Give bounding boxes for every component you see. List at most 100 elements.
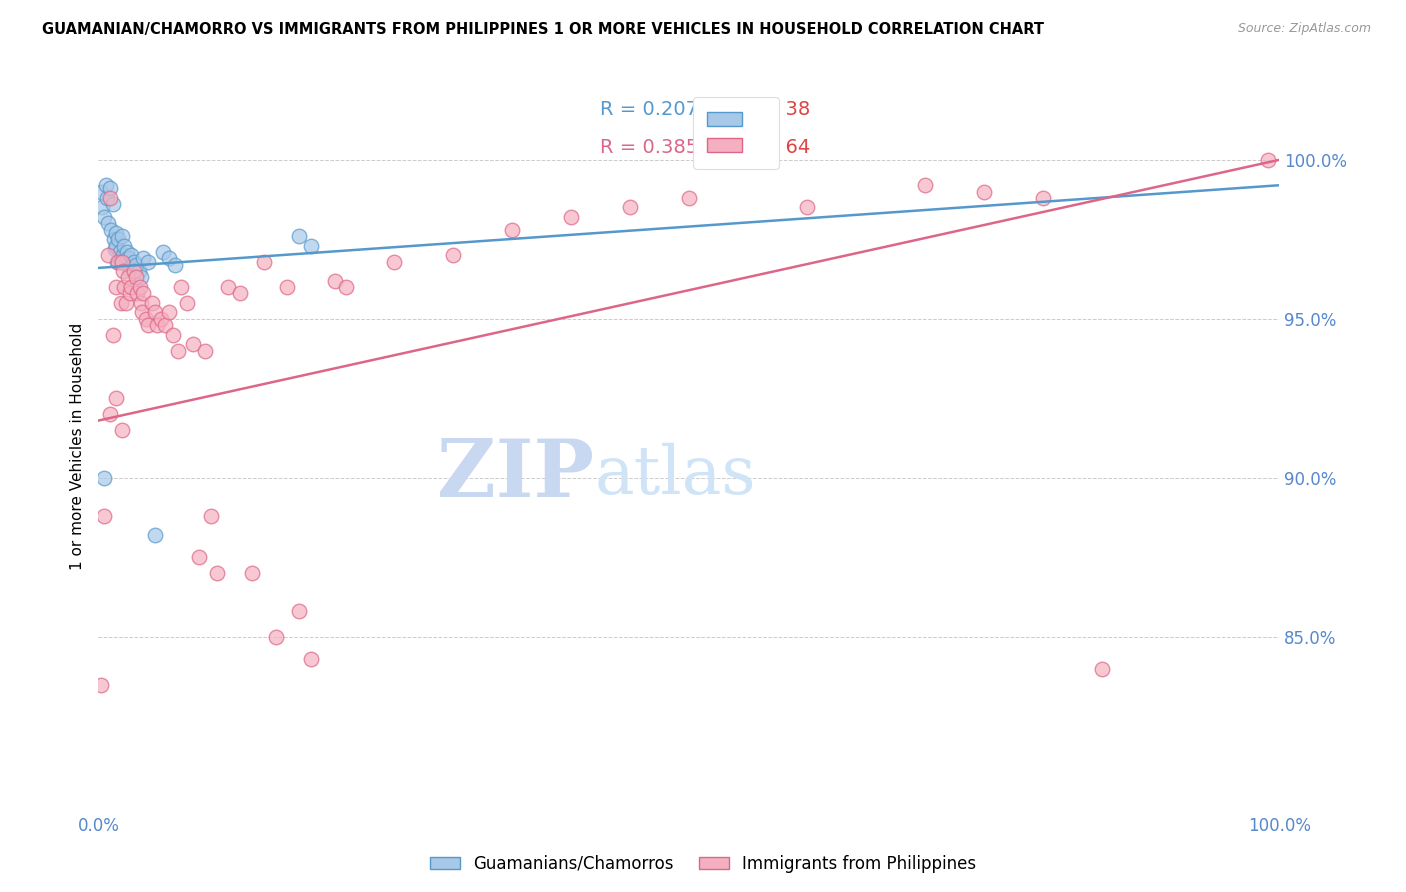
Point bbox=[105, 254, 128, 268]
Text: Source: ZipAtlas.com: Source: ZipAtlas.com bbox=[1237, 22, 1371, 36]
Point bbox=[115, 245, 138, 260]
Point bbox=[132, 252, 155, 266]
Point bbox=[678, 191, 700, 205]
Point bbox=[105, 238, 128, 252]
Point bbox=[121, 248, 143, 262]
Point bbox=[93, 508, 115, 523]
Point bbox=[501, 223, 523, 237]
Point bbox=[132, 286, 155, 301]
Legend:   ,   : , bbox=[693, 97, 779, 169]
Point bbox=[128, 280, 150, 294]
Point bbox=[127, 286, 149, 301]
Point bbox=[121, 280, 143, 294]
Point bbox=[112, 248, 135, 262]
Point bbox=[105, 226, 128, 240]
Point bbox=[323, 274, 346, 288]
Point bbox=[111, 229, 134, 244]
Point bbox=[125, 270, 148, 285]
Point bbox=[194, 343, 217, 358]
Point bbox=[107, 232, 129, 246]
Point bbox=[100, 223, 122, 237]
Point bbox=[253, 254, 276, 268]
Point bbox=[111, 254, 134, 268]
Point bbox=[105, 280, 128, 294]
Point bbox=[117, 270, 139, 285]
Text: ZIP: ZIP bbox=[437, 436, 595, 515]
Point bbox=[914, 178, 936, 193]
Point bbox=[105, 392, 128, 406]
Point bbox=[101, 197, 124, 211]
Point bbox=[1257, 153, 1279, 167]
Text: GUAMANIAN/CHAMORRO VS IMMIGRANTS FROM PHILIPPINES 1 OR MORE VEHICLES IN HOUSEHOL: GUAMANIAN/CHAMORRO VS IMMIGRANTS FROM PH… bbox=[42, 22, 1045, 37]
Point bbox=[162, 327, 184, 342]
Point bbox=[111, 423, 134, 437]
Point bbox=[122, 264, 145, 278]
Point bbox=[276, 280, 298, 294]
Point bbox=[143, 305, 166, 319]
Point bbox=[200, 508, 222, 523]
Point bbox=[112, 280, 135, 294]
Point bbox=[973, 185, 995, 199]
Point bbox=[150, 311, 173, 326]
Point bbox=[181, 337, 204, 351]
Y-axis label: 1 or more Vehicles in Household: 1 or more Vehicles in Household bbox=[70, 322, 86, 570]
Point bbox=[560, 210, 582, 224]
Legend: Guamanians/Chamorros, Immigrants from Philippines: Guamanians/Chamorros, Immigrants from Ph… bbox=[423, 848, 983, 880]
Point bbox=[170, 280, 193, 294]
Point bbox=[619, 201, 641, 215]
Point bbox=[146, 318, 169, 333]
Point bbox=[110, 296, 132, 310]
Point bbox=[264, 630, 287, 644]
Point bbox=[335, 280, 357, 294]
Text: R = 0.207: R = 0.207 bbox=[600, 100, 699, 119]
Point bbox=[1091, 662, 1114, 676]
Point bbox=[120, 286, 142, 301]
Point bbox=[91, 201, 114, 215]
Point bbox=[1032, 191, 1054, 205]
Point bbox=[176, 296, 198, 310]
Point bbox=[114, 254, 136, 268]
Point bbox=[299, 652, 322, 666]
Point bbox=[796, 201, 818, 215]
Point bbox=[125, 258, 148, 272]
Point bbox=[90, 677, 112, 691]
Point bbox=[93, 210, 115, 224]
Point bbox=[299, 238, 322, 252]
Point bbox=[240, 566, 263, 581]
Point bbox=[135, 311, 157, 326]
Point bbox=[288, 604, 311, 618]
Point bbox=[122, 254, 145, 268]
Point bbox=[90, 185, 112, 199]
Point bbox=[112, 238, 135, 252]
Point bbox=[141, 296, 163, 310]
Point bbox=[128, 264, 150, 278]
Point bbox=[104, 242, 127, 256]
Point bbox=[157, 305, 180, 319]
Point bbox=[288, 229, 311, 244]
Point bbox=[166, 343, 188, 358]
Point bbox=[110, 254, 132, 268]
Point bbox=[108, 245, 131, 260]
Point bbox=[114, 296, 136, 310]
Point bbox=[441, 248, 464, 262]
Point bbox=[103, 232, 125, 246]
Point bbox=[229, 286, 252, 301]
Point bbox=[97, 248, 120, 262]
Point bbox=[153, 318, 176, 333]
Text: atlas: atlas bbox=[595, 442, 756, 508]
Point bbox=[205, 566, 228, 581]
Point bbox=[97, 216, 120, 230]
Point bbox=[129, 270, 152, 285]
Text: N = 38: N = 38 bbox=[742, 100, 810, 119]
Point bbox=[117, 252, 139, 266]
Point bbox=[187, 550, 209, 565]
Point bbox=[136, 318, 159, 333]
Point bbox=[98, 407, 121, 421]
Point bbox=[107, 254, 129, 268]
Point bbox=[98, 191, 121, 205]
Point bbox=[143, 528, 166, 542]
Point bbox=[131, 305, 153, 319]
Point bbox=[118, 260, 141, 275]
Text: R = 0.385: R = 0.385 bbox=[600, 138, 699, 157]
Point bbox=[157, 252, 180, 266]
